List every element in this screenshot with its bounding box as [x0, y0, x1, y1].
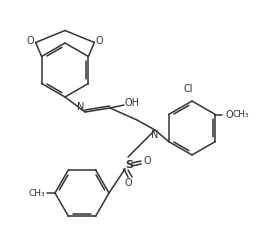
Text: O: O [27, 37, 34, 47]
Text: OH: OH [125, 98, 140, 108]
Text: O: O [96, 37, 103, 47]
Text: CH₃: CH₃ [232, 110, 249, 119]
Text: Cl: Cl [183, 84, 193, 94]
Text: N: N [77, 102, 85, 112]
Text: N: N [151, 130, 159, 140]
Text: S: S [125, 160, 133, 170]
Text: O: O [124, 178, 132, 188]
Text: O: O [225, 110, 233, 120]
Text: CH₃: CH₃ [29, 188, 45, 198]
Text: O: O [143, 156, 151, 166]
